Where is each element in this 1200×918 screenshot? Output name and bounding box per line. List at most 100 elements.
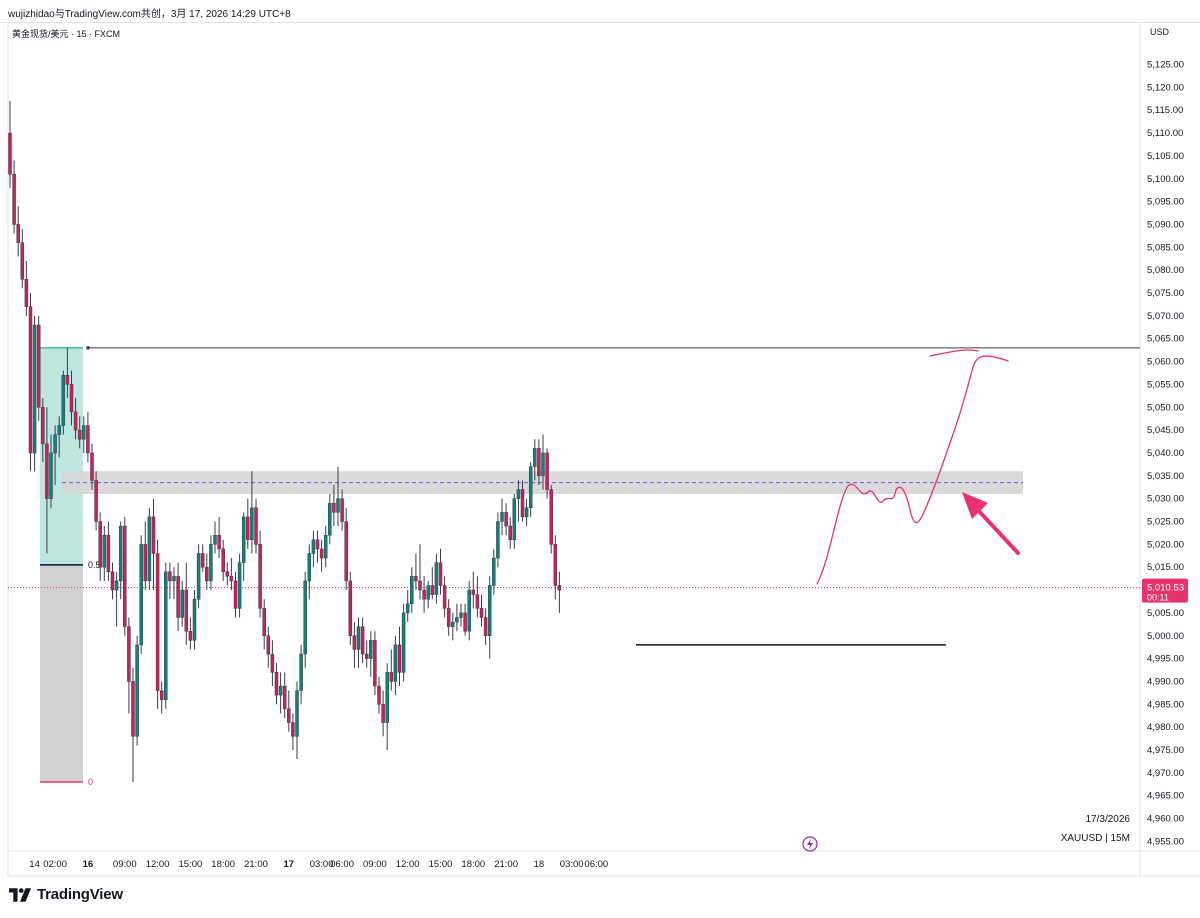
- candle[interactable]: [451, 621, 455, 627]
- candle[interactable]: [369, 640, 373, 659]
- candle[interactable]: [36, 324, 41, 408]
- candle[interactable]: [328, 502, 332, 536]
- candle[interactable]: [541, 452, 545, 477]
- candle[interactable]: [426, 585, 430, 600]
- candle[interactable]: [143, 544, 148, 582]
- symbol-label[interactable]: 黄金现货/美元 · 15 · FXCM: [12, 29, 121, 39]
- candle[interactable]: [504, 512, 508, 527]
- candle[interactable]: [159, 690, 164, 700]
- projection-top-stroke[interactable]: [929, 349, 979, 357]
- candle[interactable]: [127, 626, 131, 682]
- currency-label[interactable]: USD: [1150, 27, 1170, 37]
- candle[interactable]: [209, 544, 213, 582]
- candle[interactable]: [303, 580, 307, 655]
- candle[interactable]: [487, 585, 492, 636]
- candle[interactable]: [483, 617, 488, 636]
- candle[interactable]: [377, 685, 381, 705]
- candle[interactable]: [200, 553, 205, 568]
- candle[interactable]: [442, 585, 447, 609]
- candle[interactable]: [278, 685, 283, 696]
- candle[interactable]: [323, 534, 328, 559]
- candle[interactable]: [77, 429, 82, 440]
- candle[interactable]: [20, 242, 25, 280]
- candle[interactable]: [24, 279, 29, 307]
- candle[interactable]: [336, 498, 340, 513]
- candle[interactable]: [496, 521, 500, 559]
- candle[interactable]: [553, 544, 558, 586]
- candle[interactable]: [151, 516, 156, 554]
- candle[interactable]: [217, 534, 221, 550]
- candle[interactable]: [184, 589, 189, 632]
- candle[interactable]: [32, 324, 37, 454]
- candle[interactable]: [311, 539, 316, 554]
- candle[interactable]: [123, 525, 127, 627]
- lightning-icon[interactable]: [802, 836, 818, 852]
- candle[interactable]: [205, 566, 209, 582]
- candle[interactable]: [475, 594, 480, 609]
- candle[interactable]: [16, 224, 20, 243]
- candle[interactable]: [12, 173, 16, 225]
- candle[interactable]: [405, 603, 410, 614]
- candle[interactable]: [282, 685, 287, 710]
- candle[interactable]: [250, 507, 254, 541]
- candle[interactable]: [356, 626, 361, 650]
- candle[interactable]: [237, 562, 242, 609]
- candle[interactable]: [389, 672, 394, 682]
- candle[interactable]: [381, 704, 385, 723]
- candle[interactable]: [434, 562, 439, 595]
- candle[interactable]: [545, 452, 549, 490]
- candle[interactable]: [164, 571, 168, 700]
- candle[interactable]: [422, 589, 426, 600]
- candle[interactable]: [53, 434, 57, 454]
- candle[interactable]: [274, 672, 279, 696]
- arrow-shaft[interactable]: [975, 507, 1020, 555]
- candle[interactable]: [114, 580, 119, 591]
- candle[interactable]: [500, 512, 504, 522]
- candle[interactable]: [241, 516, 246, 563]
- candle[interactable]: [557, 585, 562, 591]
- candle[interactable]: [118, 525, 123, 582]
- candle[interactable]: [295, 690, 299, 737]
- candle[interactable]: [225, 571, 230, 577]
- projection-path[interactable]: [816, 355, 1009, 585]
- candle[interactable]: [455, 617, 459, 623]
- candle[interactable]: [45, 443, 49, 499]
- arrow-head[interactable]: [962, 492, 988, 519]
- candle[interactable]: [28, 306, 33, 454]
- candle[interactable]: [69, 384, 74, 413]
- candle[interactable]: [315, 539, 320, 550]
- brand[interactable]: TradingView: [9, 886, 123, 903]
- candle[interactable]: [528, 466, 533, 509]
- candle[interactable]: [287, 708, 291, 723]
- candle[interactable]: [266, 635, 271, 655]
- candle[interactable]: [57, 425, 61, 435]
- candle[interactable]: [516, 489, 521, 499]
- candle[interactable]: [319, 548, 324, 559]
- candle[interactable]: [180, 589, 184, 618]
- candle[interactable]: [397, 644, 402, 673]
- candle[interactable]: [291, 722, 295, 737]
- candle[interactable]: [135, 644, 139, 737]
- candle[interactable]: [82, 425, 86, 440]
- candle[interactable]: [176, 576, 180, 618]
- candle[interactable]: [524, 507, 529, 518]
- candle[interactable]: [299, 653, 303, 691]
- candle[interactable]: [61, 375, 66, 426]
- candle[interactable]: [360, 626, 365, 655]
- candle[interactable]: [438, 562, 443, 586]
- candle[interactable]: [262, 608, 266, 637]
- candle[interactable]: [168, 571, 172, 582]
- fib-zone-lower[interactable]: [40, 564, 83, 782]
- candle[interactable]: [459, 612, 463, 618]
- price-chart[interactable]: 0.5 0 5,125.00 5,120.00 5,115.00 5,110.00 5,10…: [0, 0, 1200, 878]
- candle[interactable]: [172, 576, 176, 582]
- candle[interactable]: [533, 448, 537, 467]
- candle[interactable]: [41, 407, 45, 445]
- candle[interactable]: [348, 580, 353, 636]
- last-price-badge[interactable]: [1142, 578, 1188, 603]
- candle[interactable]: [94, 480, 98, 522]
- candle[interactable]: [258, 544, 262, 609]
- candle[interactable]: [73, 411, 78, 431]
- candle[interactable]: [8, 132, 12, 175]
- candle[interactable]: [418, 580, 422, 591]
